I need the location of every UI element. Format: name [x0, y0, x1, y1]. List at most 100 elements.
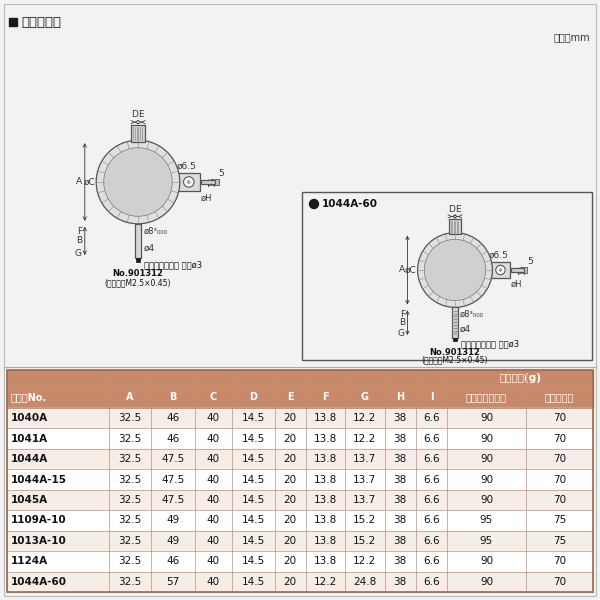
Text: B: B [169, 392, 176, 402]
Text: 20: 20 [284, 577, 297, 587]
Text: ボール付測定子 先端ø3: ボール付測定子 先端ø3 [144, 260, 202, 269]
Bar [134, 224, 142, 258]
Text: øC: øC [83, 178, 95, 187]
Bar [275, 510, 306, 530]
Bar [416, 510, 447, 530]
Bar [416, 551, 447, 572]
Text: 90: 90 [480, 413, 493, 423]
Text: 20: 20 [284, 434, 297, 443]
Bar [416, 572, 447, 592]
Text: 40: 40 [206, 515, 220, 526]
Bar [275, 428, 306, 449]
Text: 38: 38 [394, 454, 407, 464]
Text: 14.5: 14.5 [241, 495, 265, 505]
Bar [306, 551, 345, 572]
Bar [524, 267, 527, 273]
Bar [109, 572, 151, 592]
Bar [385, 530, 416, 551]
Bar [306, 530, 345, 551]
Text: 70: 70 [553, 495, 566, 505]
Text: 1109A-10: 1109A-10 [11, 515, 67, 526]
Bar [109, 386, 151, 408]
Text: 40: 40 [206, 556, 220, 566]
Text: 13.7: 13.7 [353, 454, 376, 464]
Text: 20: 20 [284, 454, 297, 464]
Bar [194, 449, 232, 469]
Bar [109, 428, 151, 449]
Bar [7, 428, 109, 449]
Text: E: E [139, 110, 144, 119]
Bar [136, 258, 140, 262]
Text: 70: 70 [553, 454, 566, 464]
Text: 38: 38 [394, 515, 407, 526]
Bar [385, 408, 416, 428]
Text: 32.5: 32.5 [118, 556, 142, 566]
Bar [447, 386, 526, 408]
Text: 38: 38 [394, 475, 407, 485]
Bar [385, 490, 416, 510]
Bar [385, 386, 416, 408]
Bar [194, 428, 232, 449]
Text: 1044A-15: 1044A-15 [11, 475, 67, 485]
Bar [232, 370, 275, 386]
Text: 14.5: 14.5 [241, 577, 265, 587]
Text: ø8³₀₀₀: ø8³₀₀₀ [143, 227, 167, 236]
Text: 32.5: 32.5 [118, 495, 142, 505]
Bar [9, 18, 17, 26]
Bar [385, 370, 416, 386]
Text: 6.6: 6.6 [423, 515, 440, 526]
Text: 40: 40 [206, 536, 220, 546]
Bar [345, 469, 385, 490]
Text: 13.8: 13.8 [314, 475, 337, 485]
Bar [109, 490, 151, 510]
Circle shape [96, 140, 180, 224]
Bar [447, 408, 526, 428]
Bar [526, 469, 593, 490]
Circle shape [499, 269, 502, 271]
Text: 70: 70 [553, 413, 566, 423]
Text: 1045A: 1045A [11, 495, 48, 505]
Bar [306, 510, 345, 530]
Text: 13.8: 13.8 [314, 434, 337, 443]
Bar [109, 370, 151, 386]
Bar [416, 428, 447, 449]
Bar [232, 551, 275, 572]
Text: 38: 38 [394, 495, 407, 505]
Text: 46: 46 [166, 434, 179, 443]
Bar [447, 428, 526, 449]
Bar [275, 408, 306, 428]
Text: 32.5: 32.5 [118, 434, 142, 443]
Text: 40: 40 [206, 577, 220, 587]
Text: ø8³₀₀₀: ø8³₀₀₀ [460, 310, 484, 319]
Bar [526, 490, 593, 510]
Bar [275, 530, 306, 551]
Text: 75: 75 [553, 515, 566, 526]
Text: 1044A-60: 1044A-60 [322, 199, 378, 209]
Bar [416, 449, 447, 469]
Text: ø4: ø4 [143, 244, 154, 253]
Text: 6.6: 6.6 [423, 413, 440, 423]
Text: 13.8: 13.8 [314, 495, 337, 505]
Bar [7, 469, 109, 490]
Bar [151, 428, 194, 449]
Text: 57: 57 [166, 577, 179, 587]
Text: 12.2: 12.2 [314, 577, 337, 587]
Text: B: B [399, 318, 405, 327]
Text: 1044A-60: 1044A-60 [11, 577, 67, 587]
Text: 14.5: 14.5 [241, 413, 265, 423]
Text: 95: 95 [480, 515, 493, 526]
Bar [345, 530, 385, 551]
Bar [151, 449, 194, 469]
Bar [416, 530, 447, 551]
Bar [452, 307, 458, 338]
Bar [526, 386, 593, 408]
Text: 90: 90 [480, 434, 493, 443]
Bar [345, 490, 385, 510]
Bar [215, 179, 219, 185]
Bar [194, 370, 232, 386]
Text: E: E [287, 392, 293, 402]
Bar [7, 408, 109, 428]
Text: (取付部：M2.5×0.45): (取付部：M2.5×0.45) [422, 356, 488, 365]
Text: 20: 20 [284, 413, 297, 423]
Bar [345, 428, 385, 449]
